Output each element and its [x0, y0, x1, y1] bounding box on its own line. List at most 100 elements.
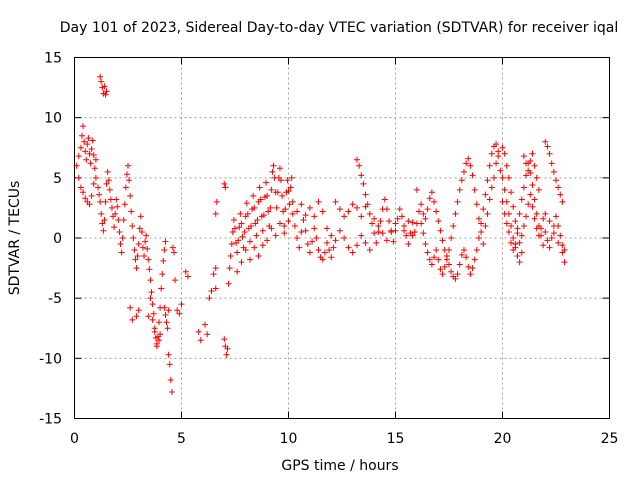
data-point: [80, 189, 87, 196]
data-point: [137, 213, 144, 220]
data-point: [263, 179, 270, 186]
data-point: [332, 237, 339, 244]
data-point: [151, 328, 158, 335]
data-point: [328, 232, 335, 239]
data-point: [291, 222, 298, 229]
data-point: [87, 160, 94, 167]
data-point: [286, 201, 293, 208]
data-point: [401, 227, 408, 234]
data-point: [520, 153, 527, 160]
data-point: [206, 295, 213, 302]
data-point: [505, 228, 512, 235]
data-point: [105, 177, 112, 184]
data-point: [383, 206, 390, 213]
data-point: [546, 244, 553, 251]
data-point: [135, 307, 142, 314]
data-point: [163, 319, 170, 326]
data-point: [222, 184, 229, 191]
data-point: [546, 218, 553, 225]
data-point: [282, 206, 289, 213]
data-point: [253, 232, 260, 239]
data-point: [147, 277, 154, 284]
data-point: [161, 304, 168, 311]
data-point: [458, 177, 465, 184]
data-point: [546, 150, 553, 157]
data-point: [555, 184, 562, 191]
data-point: [168, 389, 175, 396]
data-point: [147, 295, 154, 302]
data-point: [162, 312, 169, 319]
data-point: [446, 261, 452, 268]
data-point: [92, 156, 99, 163]
data-point: [130, 235, 137, 241]
data-point: [311, 225, 318, 232]
data-point: [108, 204, 115, 211]
data-point: [428, 261, 435, 268]
data-point: [516, 239, 523, 246]
data-point: [288, 174, 295, 181]
data-point: [162, 238, 169, 245]
data-point: [248, 222, 255, 229]
data-point: [96, 191, 103, 198]
data-point: [226, 265, 233, 272]
data-point: [518, 232, 525, 239]
data-point: [161, 247, 168, 254]
data-point: [358, 172, 365, 179]
data-point: [167, 376, 174, 383]
data-point: [278, 177, 285, 184]
data-point: [159, 271, 166, 278]
data-point: [420, 230, 427, 237]
y-tick-label: -10: [39, 351, 62, 367]
data-point: [84, 141, 91, 148]
data-point: [520, 184, 527, 191]
data-point: [443, 256, 450, 263]
data-point: [251, 204, 258, 211]
data-point: [104, 168, 111, 175]
data-point: [482, 191, 489, 198]
x-tick-label: 10: [280, 431, 298, 447]
data-point: [150, 310, 157, 317]
data-point: [230, 216, 237, 223]
data-point: [495, 148, 502, 155]
y-tick-label: -15: [39, 412, 62, 428]
data-point: [306, 204, 313, 211]
data-point: [486, 196, 493, 203]
data-point: [529, 182, 536, 189]
data-point: [411, 228, 418, 235]
data-point: [268, 225, 275, 232]
data-point: [518, 249, 525, 256]
data-point: [73, 162, 80, 169]
data-point: [362, 239, 369, 246]
data-point: [516, 210, 523, 217]
data-point: [371, 215, 378, 222]
data-point: [375, 228, 382, 235]
data-points: [73, 73, 568, 396]
data-point: [336, 206, 343, 213]
data-point: [126, 177, 133, 184]
data-point: [123, 171, 130, 178]
data-point: [321, 249, 328, 256]
data-point: [114, 203, 121, 210]
data-point: [422, 241, 429, 248]
data-point: [213, 198, 220, 205]
data-point: [107, 196, 114, 203]
data-point: [388, 227, 395, 234]
data-point: [117, 241, 124, 248]
data-point: [254, 216, 261, 223]
data-point: [533, 174, 540, 181]
data-point: [559, 198, 566, 205]
data-point: [326, 247, 333, 254]
data-point: [241, 228, 248, 235]
data-point: [463, 160, 470, 167]
data-point: [475, 215, 482, 222]
data-point: [178, 301, 185, 308]
data-point: [86, 201, 93, 208]
y-axis-label: SDTVAR / TECUs: [7, 181, 23, 296]
data-point: [169, 244, 176, 251]
data-point: [345, 244, 352, 251]
data-point: [103, 88, 110, 95]
data-point: [89, 137, 96, 144]
data-point: [510, 247, 517, 254]
data-point: [512, 241, 519, 248]
data-point: [497, 167, 504, 174]
